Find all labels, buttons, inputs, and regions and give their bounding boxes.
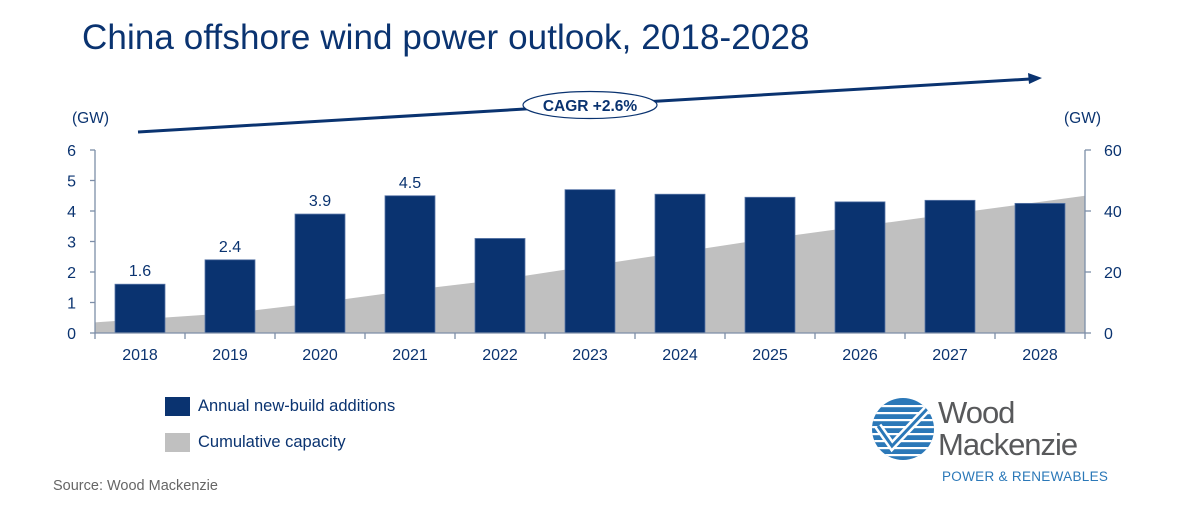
x-tick-label-2019: 2019 <box>212 347 248 364</box>
bar-2027 <box>924 199 976 334</box>
left-tick-label-0: 0 <box>67 326 76 343</box>
wood-mackenzie-globe-check-icon <box>872 398 934 460</box>
left-tick-label-1: 1 <box>67 296 76 313</box>
legend-label-cumulative: Cumulative capacity <box>198 432 346 451</box>
legend: Annual new-build additions Cumulative ca… <box>165 396 395 468</box>
x-tick-label-2025: 2025 <box>752 347 788 364</box>
x-tick-label-2028: 2028 <box>1022 347 1058 364</box>
data-label-2019: 2.4 <box>219 239 241 256</box>
bar-2021 <box>384 195 436 334</box>
x-tick-label-2026: 2026 <box>842 347 878 364</box>
bar-2024 <box>654 193 706 334</box>
x-tick-label-2024: 2024 <box>662 347 698 364</box>
data-label-2020: 3.9 <box>309 193 331 210</box>
x-tick-label-2027: 2027 <box>932 347 968 364</box>
right-tick-label-20: 20 <box>1104 265 1122 282</box>
x-tick-label-2022: 2022 <box>482 347 518 364</box>
legend-item-annual: Annual new-build additions <box>165 396 395 416</box>
bar-2026 <box>834 201 886 334</box>
x-tick-label-2020: 2020 <box>302 347 338 364</box>
right-tick-label-60: 60 <box>1104 143 1122 160</box>
legend-label-annual: Annual new-build additions <box>198 396 396 415</box>
legend-swatch-cumulative <box>165 432 190 452</box>
bar-2020 <box>294 213 346 334</box>
left-tick-label-2: 2 <box>67 265 76 282</box>
left-axis-unit-label: (GW) <box>72 110 109 127</box>
logo-text-mackenzie: Mackenzie <box>938 427 1078 462</box>
left-tick-label-6: 6 <box>67 143 76 160</box>
data-label-2018: 1.6 <box>129 263 151 280</box>
x-tick-label-2023: 2023 <box>572 347 608 364</box>
cagr-arrowhead-icon <box>1028 73 1042 84</box>
cagr-label-bubble <box>522 90 658 120</box>
chart-title: China offshore wind power outlook, 2018-… <box>82 18 810 57</box>
bar-2019 <box>204 259 256 334</box>
left-tick-label-5: 5 <box>67 174 76 191</box>
left-tick-label-4: 4 <box>67 204 76 221</box>
bar-2022 <box>474 238 526 334</box>
bar-2023 <box>564 189 616 334</box>
logo-text-wood: Wood <box>938 395 1015 430</box>
right-axis-unit-label: (GW) <box>1064 110 1101 127</box>
source-note: Source: Wood Mackenzie <box>53 478 218 494</box>
bar-2018 <box>114 283 166 334</box>
company-logo: Wood Mackenzie POWER & RENEWABLES <box>870 392 1130 492</box>
bar-2025 <box>744 196 796 334</box>
x-tick-label-2018: 2018 <box>122 347 158 364</box>
right-tick-label-40: 40 <box>1104 204 1122 221</box>
logo-subtitle: POWER & RENEWABLES <box>942 469 1109 484</box>
legend-swatch-annual <box>165 396 190 416</box>
right-tick-label-0: 0 <box>1104 326 1113 343</box>
left-tick-label-3: 3 <box>67 235 76 252</box>
cagr-label: CAGR +2.6% <box>543 98 638 115</box>
bar-2028 <box>1014 202 1066 334</box>
data-label-2021: 4.5 <box>399 175 421 192</box>
legend-item-cumulative: Cumulative capacity <box>165 432 395 452</box>
x-tick-label-2021: 2021 <box>392 347 428 364</box>
